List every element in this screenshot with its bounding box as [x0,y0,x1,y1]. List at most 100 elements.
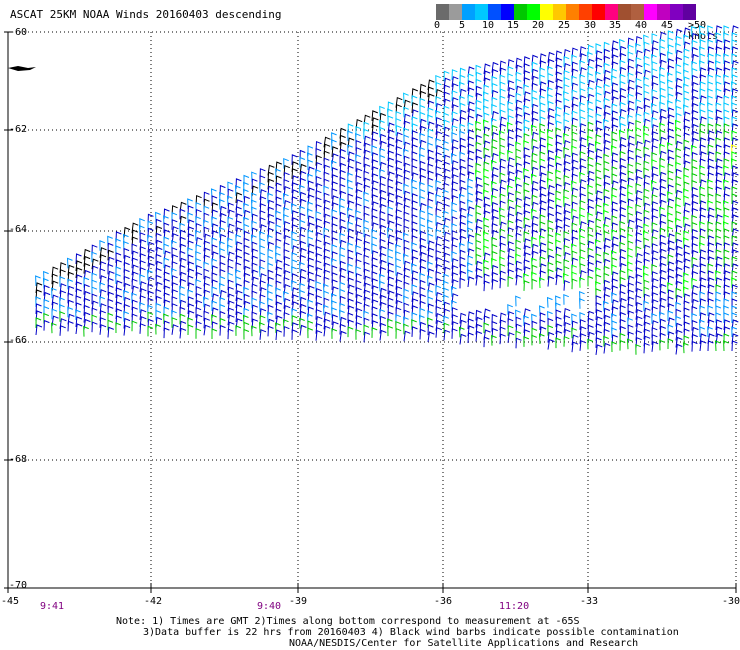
wind-barb [499,263,506,275]
wind-barb [435,305,442,317]
wind-barb [547,107,555,119]
wind-barb [331,314,338,325]
wind-barb [563,265,570,277]
wind-barb [435,270,442,282]
wind-barb [651,194,658,205]
note-line: 3)Data buffer is 22 hrs from 20160403 4)… [143,627,679,638]
wind-barb [147,241,155,253]
wind-barb [379,168,385,180]
wind-barb [339,323,346,335]
wind-barb [683,237,689,249]
wind-barb [147,255,155,267]
wind-barb [155,323,161,335]
wind-barb [243,195,250,207]
wind-barb [451,300,457,311]
wind-barb [579,333,587,344]
wind-barb [259,182,265,193]
wind-barb [555,267,563,279]
wind-barb [307,306,314,318]
wind-barb [403,155,410,167]
wind-barb [667,296,674,308]
wind-barb [715,235,722,247]
wind-barb [387,122,395,134]
wind-barb [379,133,387,145]
wind-barb [283,199,291,211]
wind-barb [379,161,387,173]
wind-barb [315,308,322,320]
lat-label: -66 [9,335,28,346]
wind-barb [363,282,371,294]
wind-barb [395,278,403,290]
wind-barb [683,118,690,130]
wind-barb [507,199,514,210]
wind-barb [219,219,226,231]
wind-barb [643,146,650,158]
wind-barb [602,300,609,312]
wind-barb [483,133,490,145]
wind-barb [635,56,642,68]
wind-barb [667,44,674,56]
wind-barb [427,275,433,287]
wind-barb [667,184,674,196]
wind-barb [83,276,90,288]
wind-barb [347,214,355,226]
wind-barb [483,63,491,75]
colorbar-segment [592,4,605,20]
wind-barb [283,262,290,274]
wind-barb [714,340,721,352]
wind-barb [387,325,393,337]
wind-barb [723,81,731,93]
wind-barb [411,326,418,337]
wind-barb [491,229,499,241]
wind-barb [179,208,186,220]
wind-barb [171,261,178,272]
wind-barb [563,146,570,158]
wind-barb [731,74,738,86]
wind-barb [459,242,465,254]
wind-barb [83,283,90,295]
wind-barb [723,179,729,191]
wind-barb [171,275,178,286]
wind-barb [243,223,250,235]
island-shape [8,66,36,71]
wind-barb [531,96,538,108]
wind-barb [523,147,530,158]
wind-barb [147,234,153,246]
wind-barb [451,258,459,269]
wind-barb [515,99,523,111]
wind-barb [291,210,299,221]
wind-barb [626,338,633,350]
wind-barb [555,218,563,230]
wind-barb [179,250,186,262]
wind-barb [571,341,579,353]
wind-barb [595,323,602,334]
wind-barb [235,297,243,308]
wind-barb [467,206,475,218]
wind-barb [235,234,242,245]
wind-barb [491,278,499,290]
wind-barb [675,336,683,348]
wind-barb [259,280,266,291]
wind-barb [299,324,307,336]
wind-barb [675,273,683,285]
wind-barb [507,108,514,119]
wind-barb [691,193,699,205]
wind-barb [427,317,433,329]
wind-barb [563,160,571,172]
wind-barb [507,241,514,252]
wind-barb [339,155,346,167]
wind-barb [419,286,426,298]
wind-barb [275,329,282,341]
wind-barb [451,251,457,262]
wind-barb [307,187,315,199]
wind-barb [115,322,122,334]
wind-barb [51,287,57,299]
wind-barb [251,325,257,337]
wind-barb [675,238,683,250]
wind-barb [531,278,538,290]
wind-barb [507,171,515,182]
wind-barb [531,138,538,150]
wind-barb [555,78,563,90]
wind-barb [227,307,235,319]
wind-barb [563,132,569,144]
